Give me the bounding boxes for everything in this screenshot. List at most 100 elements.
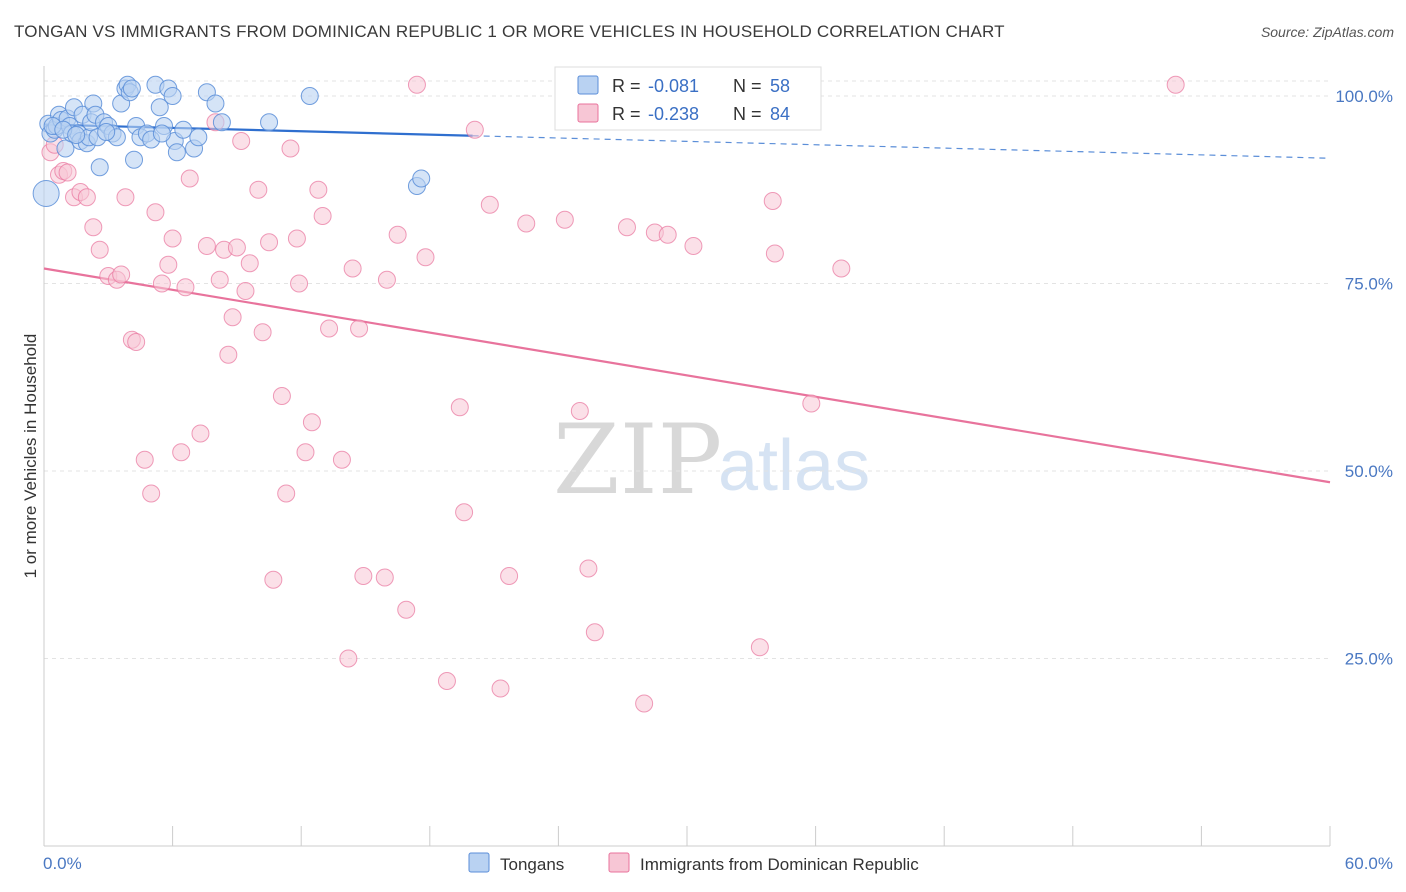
data-point-dominican bbox=[142, 484, 161, 503]
data-point-dominican bbox=[77, 188, 96, 207]
legend-bottom-dominican-swatch bbox=[608, 852, 630, 873]
data-point-dominican bbox=[227, 238, 246, 257]
data-point-dominican bbox=[272, 387, 291, 405]
data-point-tongans bbox=[174, 120, 193, 139]
data-point-tongans bbox=[150, 98, 169, 117]
data-point-dominican bbox=[127, 333, 146, 351]
legend-top: R = -0.081 N = 58 R = -0.238 N = 84 bbox=[554, 66, 822, 131]
series-tongans-points bbox=[32, 75, 431, 207]
y-axis-label: 1 or more Vehicles in Household bbox=[21, 334, 40, 579]
data-point-dominican bbox=[500, 567, 519, 585]
data-point-dominican bbox=[249, 180, 268, 199]
data-point-dominican bbox=[197, 237, 216, 255]
data-point-dominican bbox=[1166, 75, 1185, 94]
data-point-dominican bbox=[585, 623, 604, 642]
legend-top-pink-swatch bbox=[577, 103, 599, 123]
data-point-dominican bbox=[517, 214, 536, 233]
legend-top-blue-swatch bbox=[577, 75, 599, 95]
data-point-dominican bbox=[343, 259, 362, 278]
trend-line-tongans-extension bbox=[472, 135, 1331, 159]
data-point-dominican bbox=[635, 694, 654, 713]
data-point-dominican bbox=[260, 233, 279, 252]
data-point-dominican bbox=[555, 210, 574, 229]
data-point-dominican bbox=[617, 218, 636, 237]
data-point-dominican bbox=[450, 398, 469, 417]
data-point-dominican bbox=[116, 188, 135, 207]
data-point-dominican bbox=[223, 308, 242, 327]
data-point-tongans bbox=[212, 113, 231, 132]
legend-top-frame bbox=[554, 66, 822, 131]
data-point-dominican bbox=[491, 679, 510, 698]
y-tick-labels: 25.0% 50.0% 75.0% 100.0% bbox=[1335, 87, 1393, 669]
data-point-tongans bbox=[125, 150, 144, 169]
y-tick-label: 50.0% bbox=[1345, 462, 1393, 481]
legend-bottom-tongans-swatch bbox=[468, 852, 490, 873]
data-point-dominican bbox=[465, 120, 484, 139]
data-point-dominican bbox=[302, 413, 321, 432]
data-point-dominican bbox=[146, 203, 165, 222]
data-point-tongans bbox=[163, 87, 182, 105]
data-point-dominican bbox=[152, 274, 171, 293]
data-point-tongans bbox=[260, 113, 279, 132]
y-tick-label: 25.0% bbox=[1345, 650, 1393, 669]
data-point-dominican bbox=[281, 139, 300, 158]
data-point-dominican bbox=[309, 180, 328, 199]
data-point-tongans bbox=[97, 123, 116, 141]
legend-top-n-label-1: N = bbox=[733, 76, 762, 96]
data-point-dominican bbox=[658, 225, 677, 244]
data-point-dominican bbox=[750, 638, 769, 657]
legend-top-n-value-1: 58 bbox=[770, 76, 790, 96]
chart-source: Source: ZipAtlas.com bbox=[1260, 24, 1394, 40]
legend-top-r-value-1: -0.081 bbox=[648, 76, 699, 96]
data-point-dominican bbox=[236, 282, 255, 300]
y-tick-label: 75.0% bbox=[1345, 275, 1393, 294]
data-point-tongans bbox=[189, 128, 208, 147]
legend-top-r-value-2: -0.238 bbox=[648, 104, 699, 124]
series-dominican-points bbox=[41, 75, 1185, 713]
data-point-dominican bbox=[84, 218, 103, 237]
data-point-dominican bbox=[388, 225, 407, 244]
data-point-dominican bbox=[296, 443, 315, 462]
data-point-dominican bbox=[313, 207, 332, 225]
data-point-dominican bbox=[570, 402, 589, 420]
data-point-dominican bbox=[210, 270, 229, 289]
data-point-dominican bbox=[180, 169, 199, 188]
data-point-dominican bbox=[287, 229, 306, 248]
data-point-dominican bbox=[407, 75, 426, 94]
legend-top-r-label-2: R = bbox=[612, 104, 641, 124]
data-point-dominican bbox=[163, 229, 182, 248]
data-point-tongans bbox=[122, 79, 141, 98]
data-point-dominican bbox=[191, 424, 210, 443]
data-point-tongans bbox=[167, 143, 186, 162]
data-point-dominican bbox=[765, 244, 784, 263]
legend-bottom: Tongans Immigrants from Dominican Republ… bbox=[468, 852, 919, 874]
watermark-atlas: atlas bbox=[718, 426, 870, 506]
x-tick-label-max: 60.0% bbox=[1345, 854, 1393, 873]
data-point-tongans bbox=[32, 180, 60, 207]
data-point-tongans bbox=[412, 169, 431, 188]
data-point-dominican bbox=[802, 394, 821, 413]
data-point-dominican bbox=[320, 319, 339, 338]
data-point-tongans bbox=[90, 158, 109, 177]
data-point-dominican bbox=[377, 270, 396, 289]
gridlines bbox=[44, 80, 1330, 659]
data-point-dominican bbox=[684, 237, 703, 255]
data-point-dominican bbox=[339, 649, 358, 668]
data-point-dominican bbox=[240, 254, 259, 273]
data-point-dominican bbox=[112, 265, 131, 284]
y-tick-label: 100.0% bbox=[1335, 87, 1393, 106]
data-point-tongans bbox=[300, 87, 319, 105]
data-point-dominican bbox=[172, 443, 191, 462]
data-point-dominican bbox=[90, 240, 109, 259]
legend-top-n-label-2: N = bbox=[733, 104, 762, 124]
data-point-dominican bbox=[397, 600, 416, 619]
legend-top-n-value-2: 84 bbox=[770, 104, 790, 124]
data-point-dominican bbox=[375, 568, 394, 587]
legend-top-r-label-1: R = bbox=[612, 76, 641, 96]
data-point-dominican bbox=[437, 672, 456, 690]
watermark-zip: ZIP bbox=[553, 404, 722, 516]
data-point-dominican bbox=[579, 559, 598, 578]
data-point-dominican bbox=[159, 255, 178, 274]
data-point-dominican bbox=[480, 195, 499, 214]
